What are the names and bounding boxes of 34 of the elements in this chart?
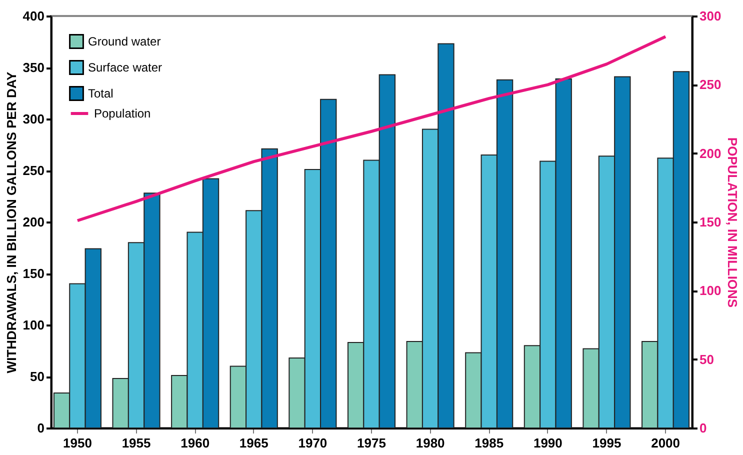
x-tick-label: 1980: [416, 436, 445, 450]
y-tick-label: 300: [22, 112, 44, 126]
y-tick-label: 400: [22, 8, 44, 24]
y-tick-label: 150: [22, 266, 44, 281]
x-tick-label: 1950: [63, 436, 92, 450]
y2-tick-label: 200: [700, 146, 722, 161]
y-tick-label: 50: [30, 369, 44, 384]
y2-tick-label: 150: [700, 214, 722, 230]
y2-tick-label: 250: [700, 77, 722, 92]
legend-label: Ground water: [88, 34, 161, 48]
x-tick-label: 1955: [122, 436, 151, 450]
x-tick-label: 1960: [180, 436, 210, 450]
x-tick-label: 1985: [474, 436, 504, 450]
x-tick-label: 1995: [592, 436, 622, 450]
legend-label: Total: [88, 86, 114, 100]
y2-tick-label: 300: [700, 8, 722, 24]
y-tick-label: 200: [22, 214, 44, 230]
x-tick-label: 1975: [357, 436, 386, 450]
y2-tick-label: 100: [700, 283, 722, 298]
x-tick-label: 1990: [533, 436, 562, 450]
x-tick-label: 1965: [239, 436, 268, 450]
y2-tick-label: 0: [700, 420, 707, 436]
y-tick-label: 250: [22, 163, 44, 178]
y-tick-label: 100: [22, 318, 44, 332]
x-tick-label: 1970: [298, 436, 328, 450]
x-tick-label: 2000: [651, 436, 680, 450]
legend-label: Surface water: [88, 60, 162, 74]
y-tick-label: 0: [37, 420, 44, 436]
legend-label: Population: [94, 106, 151, 120]
y-axis-title: WITHDRAWALS, IN BILLION GALLONS PER DAY: [4, 71, 19, 374]
y2-tick-label: 50: [700, 352, 714, 367]
y2-axis-title: POPULATION, IN MILLIONS: [725, 137, 740, 308]
y-tick-label: 350: [22, 60, 44, 75]
line-series: [76, 35, 668, 222]
